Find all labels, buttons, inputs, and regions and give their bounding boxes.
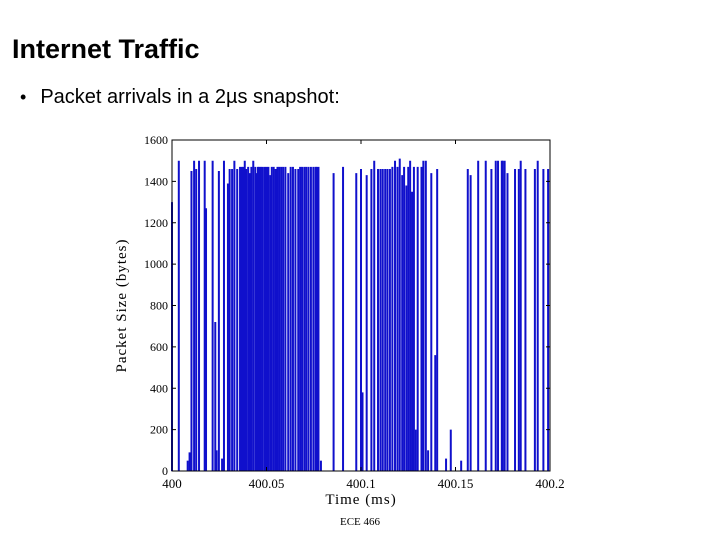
bar-series <box>171 158 550 471</box>
axis-ticks <box>171 139 551 472</box>
x-tick-label: 400.2 <box>535 476 564 491</box>
bullet-dot-icon: • <box>20 87 27 107</box>
y-tick-labels: 0 200 400 600 800 1000 1200 1400 1600 <box>144 133 168 478</box>
y-tick-label: 600 <box>150 340 168 354</box>
bullet-text: Packet arrivals in a 2µs snapshot: <box>40 86 340 108</box>
y-tick-label: 1400 <box>144 174 168 188</box>
x-tick-label: 400.15 <box>438 476 474 491</box>
bullet-point: • Packet arrivals in a 2µs snapshot: <box>20 86 340 109</box>
x-tick-label: 400.1 <box>346 476 375 491</box>
x-tick-label: 400 <box>162 476 182 491</box>
slide-title: Internet Traffic <box>12 34 200 64</box>
x-axis-label: Time (ms) <box>325 492 396 508</box>
y-tick-label: 1200 <box>144 216 168 230</box>
y-tick-label: 200 <box>150 423 168 437</box>
x-tick-labels: 400 400.05 400.1 400.15 400.2 <box>162 476 564 491</box>
y-tick-label: 1600 <box>144 133 168 147</box>
y-tick-label: 400 <box>150 381 168 395</box>
y-tick-label: 800 <box>150 299 168 313</box>
y-axis-label: Packet Size (bytes) <box>114 239 130 373</box>
x-tick-label: 400.05 <box>249 476 285 491</box>
slide-footer: ECE 466 <box>339 516 381 528</box>
y-tick-label: 0 <box>162 464 168 478</box>
y-tick-label: 1000 <box>144 257 168 271</box>
